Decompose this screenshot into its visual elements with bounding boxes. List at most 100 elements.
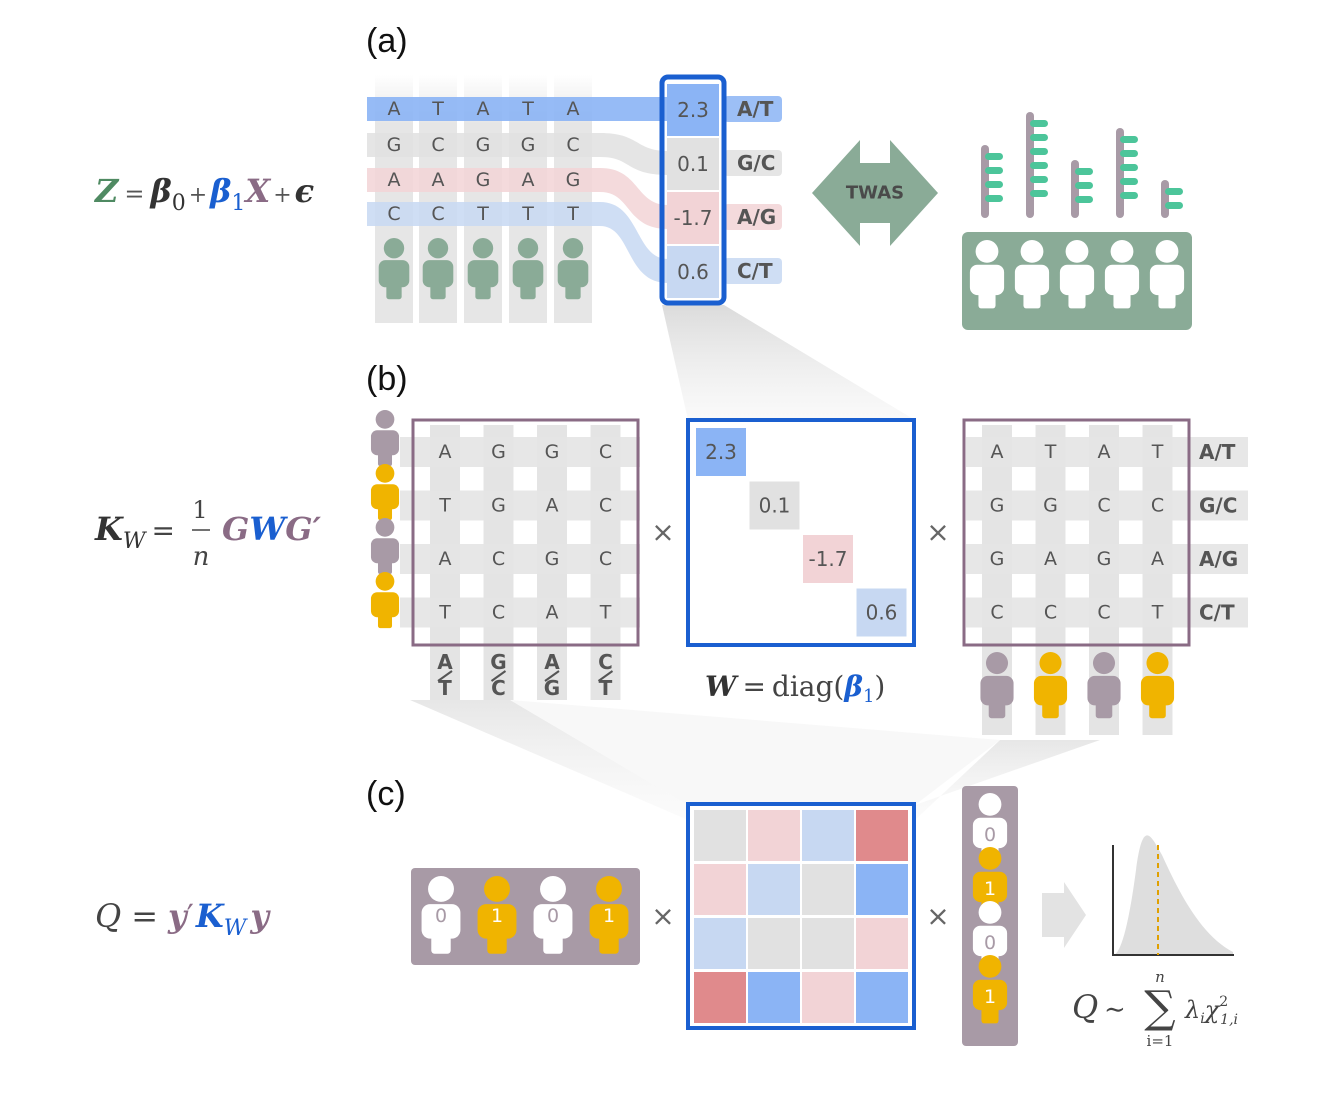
snp-base: G — [476, 169, 491, 191]
snp-base: T — [431, 98, 444, 120]
phenotype-value: 1 — [984, 986, 996, 1008]
W-caption-sub: 1 — [863, 686, 874, 707]
eq-a-plus1: + — [189, 183, 207, 208]
weight-cell — [667, 246, 719, 298]
G-base: C — [492, 548, 505, 570]
phenotype-value: 0 — [984, 932, 996, 954]
person-legs — [1042, 698, 1059, 719]
equation-a: Z = β0 +β1X +ϵ — [93, 172, 314, 216]
weights-highlight-box — [659, 74, 727, 306]
G-base: C — [492, 602, 505, 624]
person-icon — [467, 238, 499, 300]
W-caption-beta: β — [843, 670, 863, 703]
transcript-bar — [1030, 120, 1048, 127]
person-head — [427, 238, 449, 259]
G-allele-bottom: C — [491, 676, 506, 700]
person-legs — [1095, 698, 1113, 719]
snp-base: A — [477, 98, 490, 120]
zoom-cone-b-c-left — [410, 700, 688, 820]
person-legs — [377, 557, 393, 575]
transcript-bar — [1075, 168, 1093, 175]
person-legs — [1158, 287, 1176, 309]
person-head — [375, 518, 395, 537]
person-legs — [377, 611, 393, 629]
weight-matrix-W: 2.3 0.1 -1.7 0.6 — [696, 428, 907, 637]
person-icon — [1014, 240, 1050, 309]
G-row-bg — [400, 597, 640, 628]
zoom-cone-b-c-center — [510, 700, 1000, 805]
twas-label: TWAS — [846, 183, 904, 204]
weight-cell — [667, 192, 719, 244]
person-head — [978, 901, 1002, 924]
Gt-base: A — [1151, 548, 1164, 570]
gene-icon — [1071, 160, 1093, 218]
phenotype-value: 1 — [603, 905, 615, 927]
dist-sum-upper: n — [1155, 968, 1165, 986]
person-icon — [370, 518, 400, 575]
phenotype-value: 0 — [547, 905, 559, 927]
kernel-cell — [748, 918, 800, 969]
dist-lambda-sub: i — [1200, 1011, 1204, 1027]
G-base: T — [438, 602, 451, 624]
person-body — [972, 817, 1008, 849]
eq-a-beta0: β — [149, 172, 171, 210]
Gt-base: C — [1151, 495, 1164, 517]
person-body — [370, 592, 400, 618]
snp-base: T — [476, 203, 489, 225]
G-row-bg — [400, 544, 640, 574]
snp-base-grid: A T A T AG C G G CA A G A GC C T T T — [387, 98, 581, 225]
allele-tag-bg — [724, 150, 782, 176]
Gt-row-bg — [966, 437, 1248, 467]
dist-sum-lower: i=1 — [1147, 1032, 1174, 1050]
person-body — [980, 675, 1014, 706]
population-people — [969, 240, 1185, 309]
eq-a-sub1: 1 — [231, 191, 245, 216]
person-body — [589, 904, 629, 939]
transcript-bar — [1120, 164, 1138, 171]
person-legs — [520, 280, 536, 300]
W-diag-cell — [856, 588, 907, 637]
kernel-cell — [802, 864, 854, 915]
person-body — [477, 904, 517, 939]
person-icon — [1033, 652, 1068, 719]
person-head — [375, 410, 395, 429]
W-diag-cell — [696, 428, 746, 476]
dist-chi-sub: 1,i — [1220, 1012, 1238, 1028]
person-body — [421, 904, 461, 939]
phenotype-column-people: 0 1 0 1 — [972, 793, 1008, 1024]
Gt-allele-label: A/T — [1199, 440, 1236, 464]
Gt-base: A — [1098, 441, 1111, 463]
equation-c: Q = y′KW y — [95, 897, 271, 941]
person-icon — [1059, 240, 1095, 309]
gene-icon — [981, 145, 1003, 218]
kernel-cell — [802, 918, 854, 969]
null-distribution-plot — [1112, 835, 1234, 956]
kernel-cell — [748, 810, 800, 861]
person-icon — [421, 876, 461, 954]
G-base: C — [599, 495, 612, 517]
eq-c-Q: Q — [95, 897, 121, 935]
person-legs — [1068, 287, 1086, 309]
person-icon — [1087, 652, 1121, 719]
phenotype-value: 0 — [984, 824, 996, 846]
transcript-bar — [1030, 148, 1048, 155]
kernel-cell — [694, 918, 746, 969]
genotype-matrix-G-frame — [411, 418, 640, 647]
dist-lambda: λ — [1184, 996, 1200, 1024]
snp-base: C — [431, 134, 444, 156]
W-caption: W = diag(β1) — [705, 670, 885, 707]
result-arrow-icon — [1042, 882, 1086, 948]
snp-band-1 — [367, 97, 668, 121]
person-legs — [1023, 287, 1041, 309]
dist-sum: ∑ — [1144, 982, 1175, 1033]
person-icon — [378, 238, 410, 300]
snp-base: A — [388, 98, 401, 120]
G-allele-bottom: T — [599, 676, 613, 700]
eq-b-Gprime: G′ — [285, 510, 321, 548]
W-caption-diag: diag( — [772, 670, 844, 703]
eq-a-plus2: + — [273, 183, 291, 208]
distribution-equation: Q ∼ ∑ n i=1 λiχ2 1,i — [1072, 968, 1238, 1050]
weight-value: 2.3 — [677, 98, 709, 122]
